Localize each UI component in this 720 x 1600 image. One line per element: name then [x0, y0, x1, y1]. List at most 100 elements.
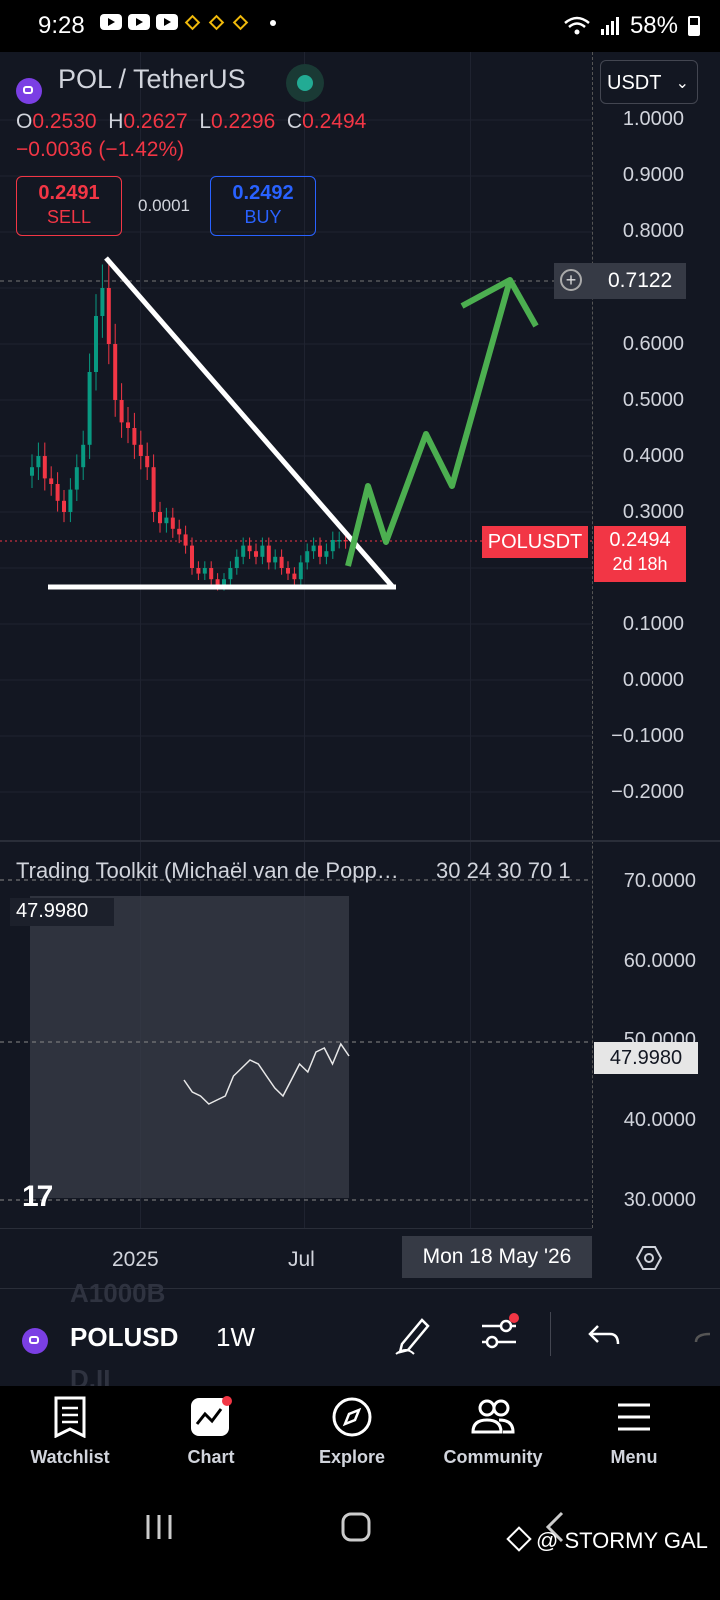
indicator-title[interactable]: Trading Toolkit (Michaël van de Popp…: [16, 858, 399, 883]
symbol-title[interactable]: POL / TetherUS: [58, 64, 246, 94]
sell-button[interactable]: 0.2491 SELL: [16, 176, 122, 236]
candle-body: [36, 456, 41, 468]
signal-icon: [600, 17, 619, 35]
symbol-logo-icon: [22, 1328, 48, 1354]
nav-explore[interactable]: Explore: [282, 1396, 422, 1468]
indicators-icon[interactable]: [478, 1312, 522, 1356]
candle-body: [113, 344, 118, 400]
pencil-icon[interactable]: [392, 1312, 432, 1356]
chart-icon: [191, 1396, 232, 1436]
chart-settings-icon[interactable]: [636, 1246, 662, 1270]
indicator-axis-label: 30.0000: [623, 1189, 696, 1211]
price-axis-label: 0.5000: [622, 389, 684, 411]
back-icon[interactable]: [542, 1510, 566, 1544]
nav-menu[interactable]: Menu: [564, 1396, 704, 1468]
polygon-logo-icon: [16, 78, 42, 104]
candle-body: [228, 568, 233, 580]
pane-separator[interactable]: [0, 840, 720, 842]
price-axis-label: 0.6000: [622, 333, 684, 355]
symbol-price-tag: POLUSDT: [482, 526, 588, 558]
price-axis-label: 0.3000: [622, 501, 684, 523]
nav-label: Explore: [318, 1447, 386, 1467]
candle-body: [247, 545, 252, 552]
price-axis-label: −0.1000: [611, 725, 684, 747]
candle-body: [202, 568, 207, 574]
price-axis-label: −0.2000: [611, 781, 684, 803]
youtube-icon: [156, 14, 178, 30]
redo-icon[interactable]: [680, 1312, 720, 1356]
candle-body: [119, 400, 124, 423]
nav-watchlist[interactable]: Watchlist: [0, 1396, 140, 1468]
buy-label: BUY: [244, 207, 282, 227]
undo-icon[interactable]: [586, 1312, 622, 1356]
indicator-band: [30, 896, 349, 1198]
time-axis-label: Jul: [288, 1248, 315, 1271]
grid-line: [304, 52, 305, 1228]
projection-arrowhead: [460, 277, 539, 328]
time-axis-label: 2025: [112, 1248, 159, 1271]
grid-lines: [0, 119, 592, 793]
indicator-line: [183, 1042, 350, 1105]
candle-body: [126, 422, 130, 428]
indicator-crosshair-value: 47.9980: [594, 1042, 698, 1074]
youtube-icon: [128, 14, 150, 30]
nav-label: Community: [443, 1447, 543, 1467]
currency-dropdown[interactable]: USDT ⌄: [600, 60, 698, 104]
trendline-descending[interactable]: [104, 256, 394, 588]
candle-body: [209, 568, 214, 580]
price-change: −0.0036 (−1.42%): [16, 138, 185, 161]
indicator-axis-label: 60.0000: [623, 950, 696, 972]
candle-body: [311, 545, 316, 552]
tradingview-logo-icon: 17: [22, 1180, 53, 1213]
sell-price: 0.2491: [38, 182, 100, 204]
nav-label: Watchlist: [30, 1447, 110, 1467]
interval-selector[interactable]: 1W: [216, 1322, 255, 1352]
symbol-selector[interactable]: POLUSD: [70, 1322, 179, 1352]
candle-body: [318, 545, 322, 557]
chart-toolbar: [0, 1288, 720, 1385]
nav-community[interactable]: Community: [423, 1396, 563, 1468]
home-icon[interactable]: [340, 1512, 372, 1542]
crosshair-price-label[interactable]: + 0.7122: [554, 263, 686, 299]
price-axis-label: 0.0000: [622, 669, 684, 691]
crosshair-date-label: Mon 18 May '26: [402, 1236, 592, 1278]
candle-body: [170, 517, 175, 529]
bar-countdown: 2d 18h: [612, 554, 668, 574]
nav-label: Menu: [610, 1447, 658, 1467]
candle-body: [62, 500, 66, 512]
candle-body: [254, 551, 258, 557]
time-axis-divider: [0, 1228, 592, 1229]
menu-icon: [618, 1403, 650, 1431]
projection-arrow[interactable]: [345, 279, 513, 567]
binance-icon: [506, 1526, 532, 1552]
watermark: @ STORMY GAL: [506, 1526, 708, 1554]
high-label: H: [108, 110, 124, 133]
buy-button[interactable]: 0.2492 BUY: [210, 176, 316, 236]
high-value: 0.2627: [123, 110, 188, 133]
status-bar: 9:28 58%: [0, 0, 720, 52]
battery-icon: [688, 16, 700, 36]
grid-line: [470, 52, 471, 1228]
candle-body: [324, 551, 329, 557]
candle-body: [305, 551, 310, 563]
price-axis-label: 0.9000: [622, 164, 684, 186]
price-axis-label: 0.1000: [622, 613, 684, 635]
candle-body: [298, 562, 303, 580]
price-axis-label: 0.8000: [622, 220, 684, 242]
last-price-label: 0.2494 2d 18h: [594, 526, 686, 582]
ghost-text: A1000B: [70, 1278, 166, 1308]
candle-body: [100, 288, 105, 316]
candle-body: [190, 545, 194, 568]
status-time: 9:28: [38, 12, 85, 39]
chevron-down-icon: ⌄: [675, 75, 689, 92]
market-status-icon[interactable]: [286, 64, 324, 102]
recent-apps-icon[interactable]: [142, 1512, 176, 1542]
candle-body: [222, 579, 226, 585]
candle-body: [260, 545, 265, 557]
price-chart[interactable]: [0, 52, 592, 842]
add-alert-icon[interactable]: +: [560, 269, 582, 291]
open-value: 0.2530: [32, 110, 97, 133]
nav-chart[interactable]: Chart: [141, 1396, 281, 1468]
indicator-pane[interactable]: [0, 842, 592, 1228]
low-value: 0.2296: [211, 110, 276, 133]
